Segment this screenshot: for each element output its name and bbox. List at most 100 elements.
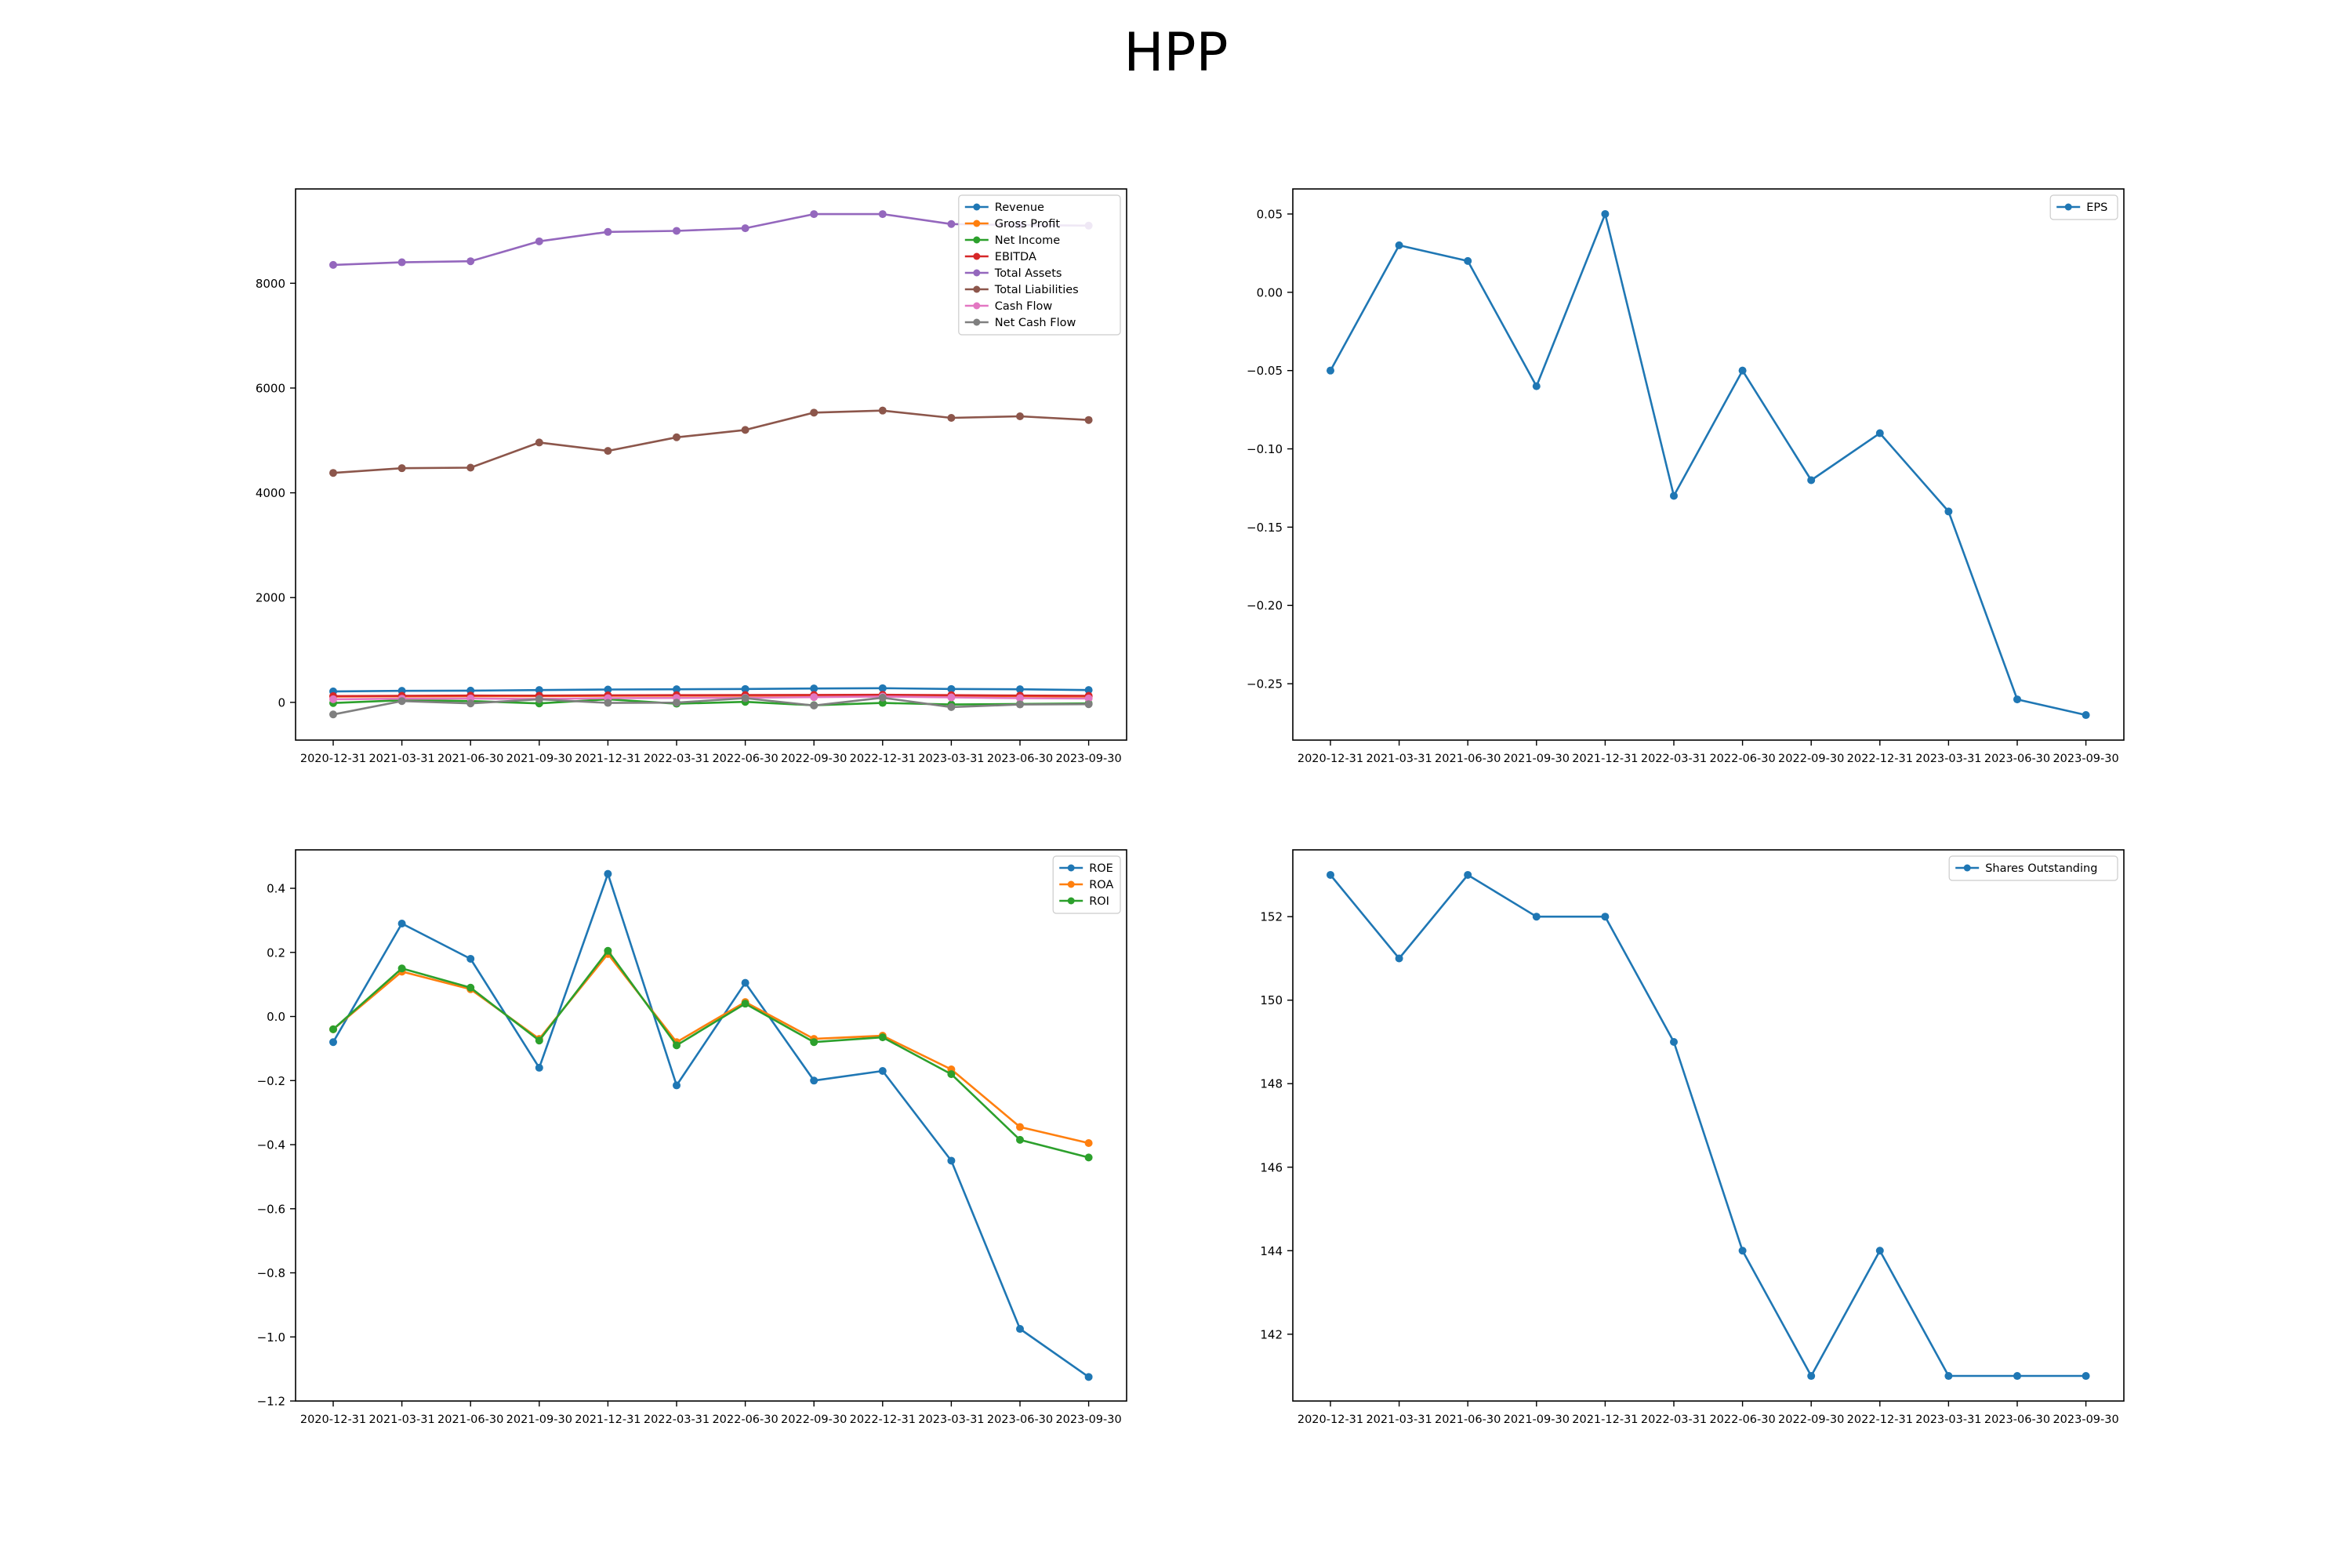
data-point [947,693,956,702]
x-tick-label: 2022-06-30 [712,753,778,765]
legend-label: Net Income [995,234,1060,247]
series-line [332,696,1089,716]
data-point [604,869,612,878]
data-point [1016,694,1024,702]
data-point [2082,1372,2090,1381]
data-point [535,686,543,695]
series-roi [329,946,1093,1162]
data-point [397,920,406,928]
data-point [1327,870,1334,879]
legend-label: Total Liabilities [994,284,1079,296]
y-tick-label: 2000 [256,591,285,605]
legend-marker [973,252,981,260]
x-tick-label: 2022-03-31 [644,1414,710,1426]
series-line [1329,873,2086,1377]
y-tick-label: 0.00 [1257,285,1283,299]
data-point [604,685,612,694]
data-point [535,695,543,703]
data-point [1016,700,1024,709]
data-point [878,684,887,692]
data-point [741,426,750,434]
data-point [673,1041,681,1050]
legend-marker [973,220,981,227]
x-tick-label: 2021-03-31 [1366,753,1432,765]
y-tick-label: 142 [1260,1327,1283,1341]
x-tick-label: 2020-12-31 [1298,1414,1363,1426]
plot-frame [295,849,1127,1402]
x-tick-label: 2022-03-31 [1641,753,1707,765]
legend-marker [1067,864,1075,872]
series-shares-outstanding [1327,870,2090,1381]
data-point [2082,711,2090,720]
legend-marker [973,203,981,211]
data-point [1084,416,1093,424]
legend-box [958,194,1121,336]
eps-chart: −0.25 −0.20 −0.15 −0.10 −0.05 0.00 0.05 2020-12… [1247,188,2125,765]
x-tick-label: 2022-12-31 [850,753,916,765]
x-tick-label: 2021-09-30 [1504,1414,1570,1426]
x-tick-label: 2022-03-31 [644,753,710,765]
legend-label: ROE [1089,862,1113,875]
data-point [604,699,612,707]
data-point [947,414,956,423]
data-point [535,1063,543,1072]
y-tick-label: −1.2 [257,1395,285,1409]
data-point [535,438,543,447]
data-point [466,983,475,992]
x-tick-label: 2022-09-30 [781,753,847,765]
x-tick-label: 2021-12-31 [575,1414,641,1426]
x-tick-label: 2023-06-30 [987,1414,1053,1426]
data-point [1875,429,1884,437]
x-tick-label: 2023-09-30 [1055,753,1121,765]
data-point [810,1038,818,1047]
data-point [810,684,818,693]
series-total-liabilities [329,406,1093,477]
x-tick-label: 2021-06-30 [437,1414,503,1426]
data-point [1944,1372,1953,1381]
data-point [741,684,750,693]
x-tick-label: 2023-03-31 [1915,1414,1981,1426]
data-point [1738,1247,1747,1255]
series-line [332,949,1089,1159]
data-point [1016,412,1024,421]
data-point [535,237,543,245]
legend-marker [1067,897,1075,905]
legend-label: EPS [2086,201,2107,214]
data-point [1016,1123,1024,1131]
data-point [673,685,681,694]
series-line [332,695,1089,701]
data-point [741,224,750,233]
legend: ROE ROA ROI [1052,855,1121,914]
data-point [1807,476,1816,485]
legend-marker [973,269,981,277]
data-point [1395,954,1403,963]
x-tick-label: 2020-12-31 [300,1414,366,1426]
series-eps [1327,209,2090,720]
data-point [810,210,818,219]
data-point [947,702,956,711]
data-point [1807,1372,1816,1381]
legend-label: Total Assets [994,267,1062,280]
data-point [1532,913,1541,921]
x-tick-label: 2023-03-31 [1915,753,1981,765]
data-point [741,978,750,987]
x-tick-label: 2020-12-31 [1298,753,1363,765]
data-point [535,1036,543,1045]
data-point [741,1000,750,1008]
data-point [329,695,337,703]
data-point [673,699,681,707]
data-point [1084,1373,1093,1381]
data-point [1084,686,1093,695]
data-point [397,258,406,267]
data-point [947,1070,956,1079]
x-tick-label: 2021-06-30 [1435,1414,1501,1426]
x-tick-label: 2022-06-30 [1709,1414,1775,1426]
data-point [1670,492,1678,500]
data-point [1738,366,1747,375]
data-point [810,1076,818,1085]
x-tick-label: 2022-09-30 [781,1414,847,1426]
series-line [332,698,1089,706]
legend: Shares Outstanding [1948,855,2118,881]
x-tick-label: 2023-06-30 [987,753,1053,765]
data-point [604,227,612,236]
